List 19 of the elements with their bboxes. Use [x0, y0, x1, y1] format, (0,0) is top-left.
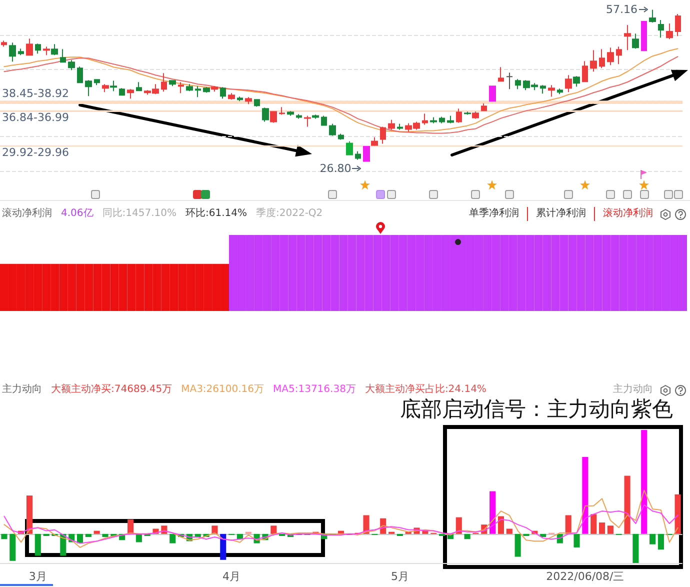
text: MA3:26100.16万 [181, 383, 264, 397]
text: 季度:2022-Q2 [256, 207, 323, 221]
chart-title: 主力动向 [2, 383, 42, 397]
x-tick-label: 2022/06/08/三 [546, 570, 624, 583]
text: 环比:61.14% [186, 207, 247, 221]
text: 同比:1457.10% [102, 207, 176, 221]
text: 累计净利润 [527, 207, 586, 221]
text: 大额主动净买:74689.45万 [51, 383, 172, 397]
x-tick-label: 5月 [390, 570, 409, 583]
chart-title: 滚动净利润 [2, 207, 52, 221]
text: 单季净利润 [469, 207, 519, 221]
text: 底部启动信号：主力动向紫色 [400, 397, 673, 422]
x-tick-label: 3月 [28, 570, 47, 583]
text: 大额主动净买占比:24.14% [364, 383, 486, 397]
x-tick-label: 4月 [222, 570, 241, 583]
text: MA5:13716.38万 [273, 383, 356, 397]
text: 主力动向 [613, 383, 653, 397]
text: 4.06亿 [61, 207, 94, 221]
text: 滚动净利润 [594, 207, 653, 221]
